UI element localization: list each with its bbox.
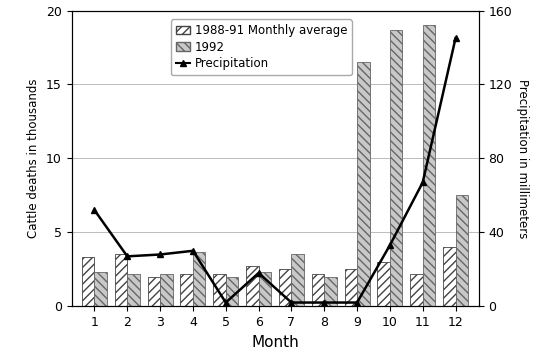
Bar bbox=[115, 254, 127, 306]
Bar bbox=[410, 274, 423, 306]
Bar bbox=[82, 257, 95, 306]
Bar bbox=[95, 272, 107, 306]
Bar bbox=[345, 269, 357, 306]
Bar bbox=[213, 274, 226, 306]
Bar bbox=[147, 277, 160, 306]
Bar bbox=[292, 254, 304, 306]
Bar bbox=[377, 262, 390, 306]
Bar bbox=[279, 269, 292, 306]
X-axis label: Month: Month bbox=[251, 334, 299, 350]
Bar bbox=[455, 195, 468, 306]
Bar bbox=[258, 272, 271, 306]
Bar bbox=[180, 274, 193, 306]
Bar bbox=[246, 266, 258, 306]
Text: Cattle deaths: Cattle deaths bbox=[196, 19, 285, 32]
Bar bbox=[160, 274, 173, 306]
Bar bbox=[127, 274, 140, 306]
Y-axis label: Cattle deaths in thousands: Cattle deaths in thousands bbox=[28, 78, 40, 238]
Legend: 1988-91 Monthly average, 1992, Precipitation: 1988-91 Monthly average, 1992, Precipita… bbox=[171, 19, 352, 75]
Bar bbox=[390, 30, 403, 306]
Bar bbox=[357, 62, 370, 306]
Bar bbox=[324, 277, 337, 306]
Bar bbox=[423, 25, 435, 306]
Bar bbox=[443, 247, 455, 306]
Bar bbox=[312, 274, 324, 306]
Bar bbox=[193, 252, 205, 306]
Bar bbox=[226, 277, 238, 306]
Y-axis label: Precipitation in millimeters: Precipitation in millimeters bbox=[516, 79, 529, 238]
